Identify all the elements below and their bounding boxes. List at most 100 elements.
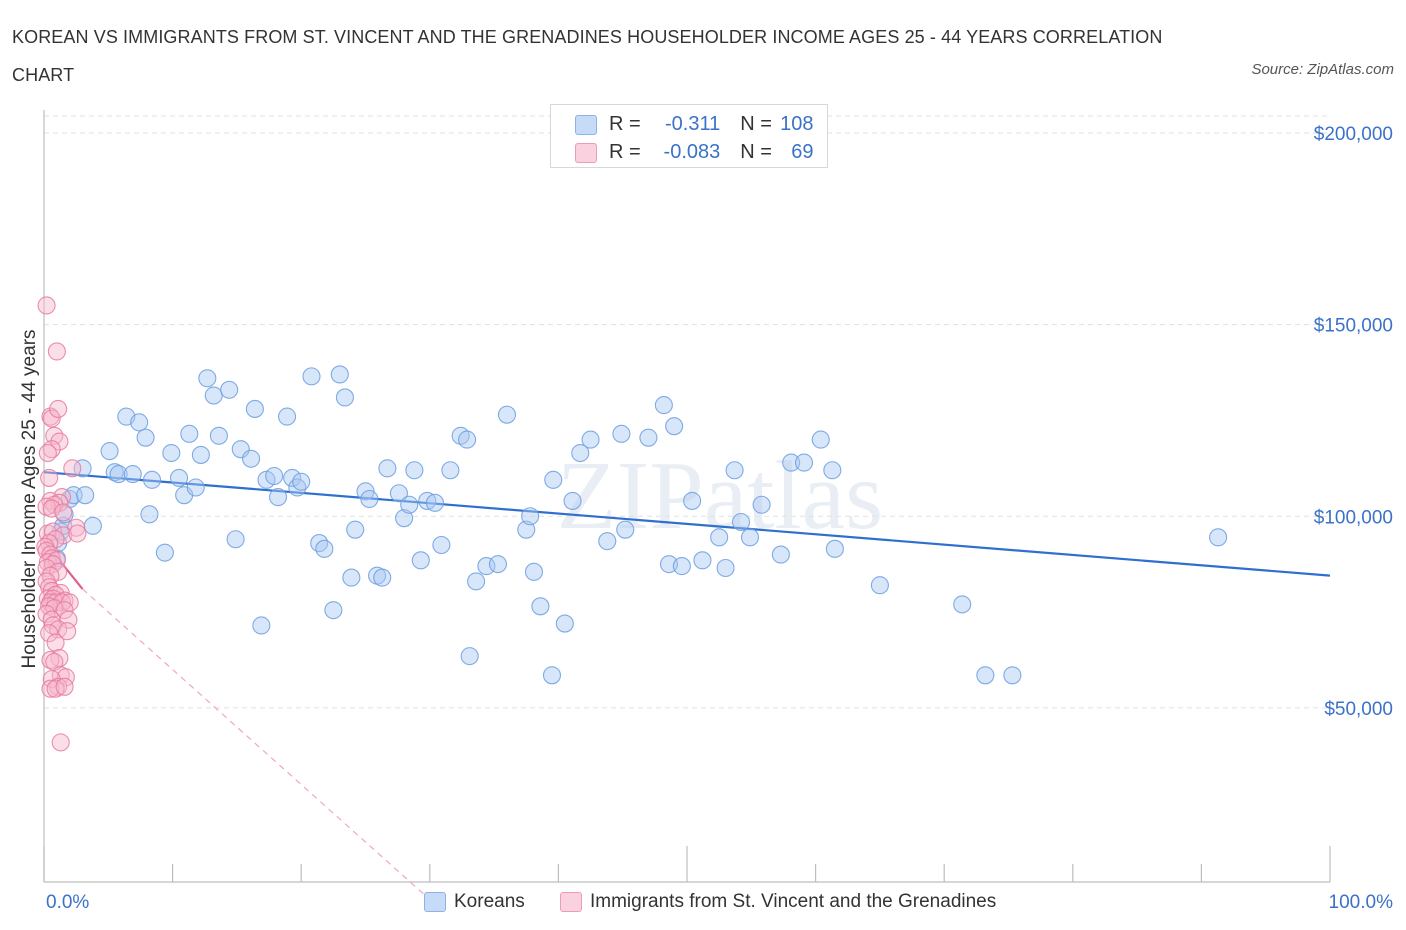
point-korean [953,595,972,614]
point-korean [324,601,343,620]
point-korean [771,545,790,564]
point-korean [555,614,574,633]
legend-n-value: 108 [780,113,814,135]
point-immigrant [40,468,59,487]
point-korean [73,459,92,478]
legend-n-label: N = [740,113,772,135]
point-korean [571,443,590,463]
point-korean [458,430,477,449]
point-korean [302,367,321,386]
point-korean [411,551,430,570]
legend-r-value: -0.083 [663,141,721,163]
point-korean [521,507,540,526]
axis-labels: $200,000 $150,000 $100,000 $50,000 0.0% 100.0… [19,124,1393,913]
point-korean [142,470,162,489]
point-immigrant [41,679,60,698]
point-korean [191,445,210,464]
point-immigrant [49,677,68,696]
point-korean [130,413,149,432]
point-korean [524,562,544,581]
point-immigrant [47,342,66,361]
watermark: ZIPatlas [557,442,884,550]
y-tick-label: $50,000 [1324,699,1393,720]
point-korean [418,491,437,510]
point-korean [425,493,444,512]
point-immigrant [58,622,77,641]
point-korean [395,509,414,528]
point-korean [209,426,228,445]
legend-n-value: 69 [791,141,814,163]
point-immigrant [49,399,68,418]
series-label-immigrants: Immigrants from St. Vincent and the Gren… [590,891,997,912]
point-korean [283,468,302,487]
point-korean [162,443,181,463]
point-korean [531,597,550,616]
point-korean [870,576,889,595]
point-korean [100,442,119,461]
point-korean [1209,528,1228,547]
point-immigrant [37,604,56,624]
point-korean [265,466,284,486]
point-korean [123,465,142,484]
series-label-koreans: Koreans [454,891,525,912]
point-korean [186,478,205,497]
point-immigrant [37,296,56,315]
point-immigrant [56,668,75,687]
legend-swatch-koreans [575,115,597,135]
point-korean [794,453,814,472]
legend-r-value: -0.311 [665,113,721,135]
trend-line-immigrants-extension [82,588,431,900]
point-korean [460,647,479,666]
point-korean [226,530,245,549]
point-korean [169,468,189,487]
point-korean [310,534,329,553]
point-korean [335,388,354,407]
y-tick-label: $150,000 [1314,316,1393,337]
point-korean [330,365,349,384]
y-axis-title: Householder Income Ages 25 - 44 years [19,329,40,668]
point-korean [811,430,830,449]
point-korean [378,459,397,478]
point-korean [1003,666,1022,685]
point-korean [204,386,223,405]
point-korean [488,555,508,574]
point-korean [180,424,199,443]
legend-r-label: R = [609,141,641,163]
point-korean [405,461,424,480]
point-korean [432,535,451,555]
point-korean [346,520,365,539]
point-korean [672,557,691,576]
data-points [36,296,1228,752]
point-korean [517,520,536,539]
point-korean [598,532,617,551]
point-korean [245,399,264,418]
point-korean [220,380,239,399]
point-korean [400,495,419,514]
point-immigrant [51,733,70,752]
legend-n-label: N = [740,141,772,163]
point-korean [252,616,271,635]
point-korean [782,453,801,472]
point-immigrant [55,677,74,696]
point-korean [477,557,496,576]
trend-line-koreans [43,471,1331,577]
point-korean [315,539,334,558]
y-tick-label: $100,000 [1314,507,1393,528]
point-korean [542,666,562,685]
point-korean [155,543,174,562]
point-korean [373,568,392,587]
point-korean [544,470,563,489]
point-immigrant [45,426,64,445]
x-tick-label-min: 0.0% [46,892,89,913]
point-immigrant [42,409,61,428]
x-tick-label-max: 100.0% [1329,892,1394,913]
point-korean [654,396,673,415]
point-korean [683,491,702,510]
point-korean [823,461,842,480]
point-korean [360,489,379,509]
series-swatch-koreans [424,892,446,912]
point-immigrant [50,432,69,451]
point-korean [693,551,712,570]
point-korean [83,516,102,535]
